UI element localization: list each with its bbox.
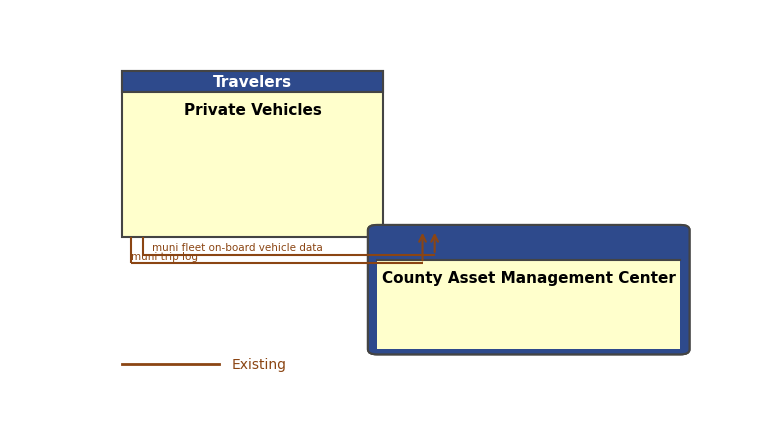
Text: County Asset Management Center: County Asset Management Center bbox=[382, 270, 676, 285]
FancyBboxPatch shape bbox=[368, 225, 690, 355]
Text: Travelers: Travelers bbox=[213, 75, 292, 90]
Text: Existing: Existing bbox=[232, 357, 287, 372]
Text: muni fleet on-board vehicle data: muni fleet on-board vehicle data bbox=[153, 243, 323, 252]
Text: muni trip log: muni trip log bbox=[132, 252, 198, 262]
Bar bbox=[122, 71, 383, 93]
Bar bbox=[122, 71, 383, 237]
FancyBboxPatch shape bbox=[368, 225, 690, 355]
Text: Private Vehicles: Private Vehicles bbox=[184, 103, 322, 118]
Bar bbox=[377, 260, 680, 350]
